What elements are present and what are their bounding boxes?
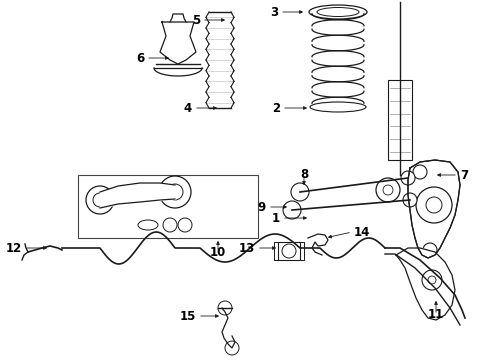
Ellipse shape	[309, 5, 367, 19]
Ellipse shape	[317, 8, 359, 17]
Circle shape	[376, 178, 400, 202]
Circle shape	[401, 171, 415, 185]
Bar	[278, 242, 300, 260]
Text: 6: 6	[136, 51, 144, 64]
Circle shape	[163, 218, 177, 232]
Bar	[78, 175, 258, 238]
Circle shape	[291, 183, 309, 201]
Text: 4: 4	[184, 102, 192, 114]
Polygon shape	[396, 248, 455, 320]
Circle shape	[178, 218, 192, 232]
Circle shape	[159, 176, 191, 208]
Circle shape	[282, 244, 296, 258]
Text: 9: 9	[258, 201, 266, 213]
Polygon shape	[408, 160, 460, 258]
Circle shape	[413, 165, 427, 179]
Ellipse shape	[310, 102, 366, 112]
Circle shape	[416, 187, 452, 223]
Circle shape	[283, 201, 301, 219]
Circle shape	[423, 243, 437, 257]
Text: 10: 10	[210, 246, 226, 258]
Text: 14: 14	[354, 225, 370, 239]
Text: 15: 15	[180, 310, 196, 323]
Bar	[388, 80, 412, 160]
Text: 5: 5	[192, 14, 200, 27]
Text: 8: 8	[300, 167, 308, 180]
Text: 7: 7	[460, 168, 468, 181]
Text: 2: 2	[272, 102, 280, 114]
Text: 13: 13	[239, 242, 255, 255]
Circle shape	[426, 197, 442, 213]
Circle shape	[218, 301, 232, 315]
Circle shape	[428, 276, 436, 284]
Circle shape	[167, 184, 183, 200]
Text: 1: 1	[272, 212, 280, 225]
Ellipse shape	[138, 220, 158, 230]
Circle shape	[225, 341, 239, 355]
Circle shape	[403, 193, 417, 207]
Circle shape	[93, 193, 107, 207]
Circle shape	[383, 185, 393, 195]
Text: 12: 12	[6, 242, 22, 255]
Text: 3: 3	[270, 5, 278, 18]
Circle shape	[86, 186, 114, 214]
Circle shape	[422, 270, 442, 290]
Text: 11: 11	[428, 309, 444, 321]
